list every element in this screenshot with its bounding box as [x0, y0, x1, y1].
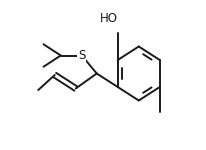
Text: HO: HO — [99, 12, 117, 25]
Text: S: S — [78, 49, 85, 62]
